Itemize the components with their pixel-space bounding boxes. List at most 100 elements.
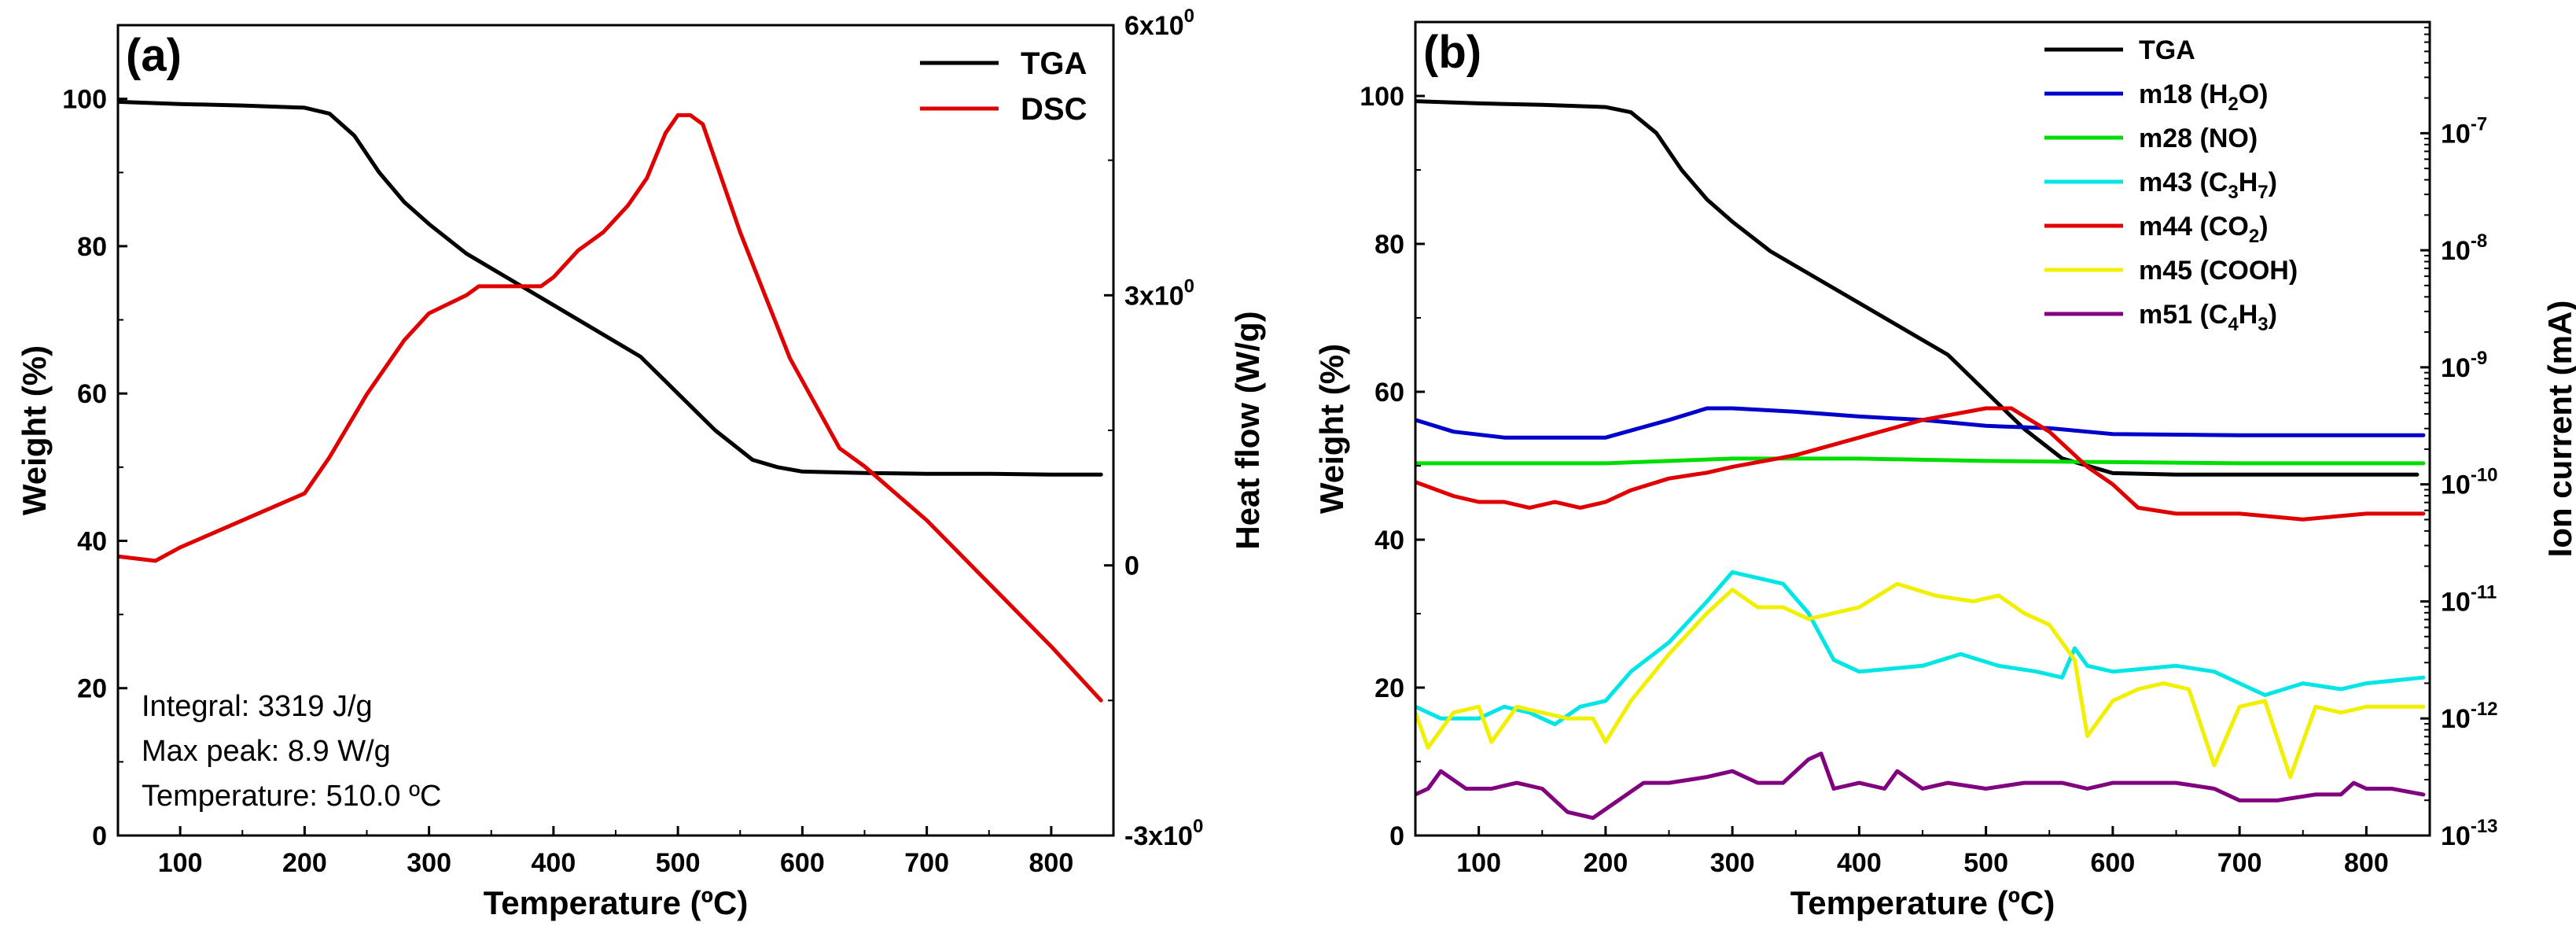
legend-label-1-4: m44 (CO2) xyxy=(2139,212,2269,247)
legend-label-0-1: DSC xyxy=(1021,92,1087,127)
legend-label-1-6-part-0: m51 (C xyxy=(2139,300,2228,330)
legend-label-1-3-part-3: 7 xyxy=(2258,182,2268,203)
x-tick-label-0-2: 300 xyxy=(407,848,451,878)
legend-label-1-3: m43 (C3H7) xyxy=(2139,168,2277,203)
y2-tick-label-0-0-base: -3x10 xyxy=(1124,821,1193,851)
x-tick-label-1-5: 600 xyxy=(2091,848,2136,878)
y-tick-label-1-4: 80 xyxy=(1374,230,1404,260)
x-tick-label-0-3: 400 xyxy=(532,848,576,878)
legend-label-1-1-part-0: m18 (H xyxy=(2139,79,2228,109)
y2-tick-label-1-2-exp: -11 xyxy=(2471,581,2497,603)
y2-tick-label-0-3: 6x100 xyxy=(1124,6,1194,41)
y-tick-label-0-5: 100 xyxy=(62,85,107,115)
legend-label-1-1-part-2: O) xyxy=(2239,79,2269,109)
y2-tick-label-0-2: 3x100 xyxy=(1124,275,1194,311)
series-line-1-0 xyxy=(1415,99,2420,477)
y2-tick-label-1-6-exp: -7 xyxy=(2471,113,2487,135)
x-tick-label-1-6: 700 xyxy=(2217,848,2262,878)
panel-b-tga-ms: 100 200 300 400 500 600 700 80002040608010010-1… xyxy=(1313,20,2576,921)
y2-tick-label-1-6: 10-7 xyxy=(2441,113,2487,149)
x-tick-label-1-1: 200 xyxy=(1584,848,1628,878)
y-tick-label-0-4: 80 xyxy=(77,232,107,262)
x-tick-label-1-7: 800 xyxy=(2344,848,2389,878)
x-axis-label-0: Temperature (ºC) xyxy=(484,884,749,921)
legend-label-1-6-part-2: H xyxy=(2239,300,2258,330)
legend-label-1-3-part-2: H xyxy=(2239,168,2258,197)
y2-tick-label-1-5: 10-8 xyxy=(2441,231,2487,266)
y-tick-label-1-0: 0 xyxy=(1389,821,1404,851)
y2-tick-label-0-0-exp: 0 xyxy=(1193,816,1203,837)
legend-label-1-5: m45 (COOH) xyxy=(2139,256,2298,286)
legend-label-1-2-part-0: m28 (NO) xyxy=(2139,124,2258,153)
y2-tick-label-0-2-base: 3x10 xyxy=(1124,281,1184,311)
annotation-text-1: Max peak: 8.9 W/g xyxy=(142,735,391,768)
y2-tick-label-0-1-base: 0 xyxy=(1124,551,1139,581)
x-axis-label-1: Temperature (ºC) xyxy=(1790,884,2055,921)
y-tick-label-1-1: 20 xyxy=(1374,673,1404,703)
x-tick-label-0-0: 100 xyxy=(158,848,203,878)
y2-tick-label-1-2: 10-11 xyxy=(2441,581,2497,617)
x-tick-label-0-5: 600 xyxy=(780,848,825,878)
y-tick-label-0-3: 60 xyxy=(77,379,107,409)
y2-tick-label-0-0: -3x100 xyxy=(1124,816,1203,851)
series-line-1-5 xyxy=(1415,581,2426,780)
panel-label-1: (b) xyxy=(1423,27,1481,78)
y-tick-label-1-5: 100 xyxy=(1360,82,1404,112)
series-line-1-6 xyxy=(1415,751,2426,821)
y-tick-label-1-3: 60 xyxy=(1374,378,1404,408)
legend-label-1-1: m18 (H2O) xyxy=(2139,79,2269,115)
y2-tick-label-1-5-base: 10 xyxy=(2441,236,2471,266)
legend-label-1-3-part-1: 3 xyxy=(2228,182,2238,203)
y2-tick-label-1-3-base: 10 xyxy=(2441,470,2471,500)
series-line-1-4 xyxy=(1415,406,2426,522)
y2-tick-label-1-4-exp: -9 xyxy=(2471,348,2487,369)
x-tick-label-0-6: 700 xyxy=(904,848,949,878)
legend-label-1-4-part-1: 2 xyxy=(2249,226,2259,247)
legend-label-1-1-part-1: 2 xyxy=(2228,94,2238,115)
y2-tick-label-1-4-base: 10 xyxy=(2441,353,2471,383)
legend-label-1-6-part-3: 3 xyxy=(2258,314,2268,335)
legend-label-1-3-part-0: m43 (C xyxy=(2139,168,2228,197)
x-tick-label-0-1: 200 xyxy=(282,848,327,878)
y2-tick-label-1-6-base: 10 xyxy=(2441,119,2471,149)
legend-label-1-5-part-0: m45 (COOH) xyxy=(2139,256,2298,286)
panel-a-tga-dsc: 100 200 300 400 500 600 700 800 0 20 40 60 80 100 -3x1… xyxy=(16,6,1266,921)
y-tick-label-0-2: 40 xyxy=(77,526,107,556)
legend-label-1-3-part-4: ) xyxy=(2269,168,2277,197)
y2-tick-label-0-3-base: 6x10 xyxy=(1124,11,1184,41)
annotation-text-2: Temperature: 510.0 ºC xyxy=(142,780,441,813)
y2-tick-label-1-2-base: 10 xyxy=(2441,587,2471,617)
legend-label-0-0: TGA xyxy=(1021,46,1087,81)
annotation-text-0: Integral: 3319 J/g xyxy=(142,690,373,723)
series-line-1-3 xyxy=(1415,570,2426,727)
panel-label-0: (a) xyxy=(126,30,182,81)
legend-label-1-2: m28 (NO) xyxy=(2139,124,2258,153)
legend-label-1-6-part-4: ) xyxy=(2269,300,2277,330)
y-axis-label-0: Weight (%) xyxy=(16,345,53,515)
series-line-0-1 xyxy=(118,113,1103,703)
y2-tick-label-1-4: 10-9 xyxy=(2441,348,2487,383)
y2-tick-label-1-0-base: 10 xyxy=(2441,821,2471,851)
legend-label-1-4-part-2: ) xyxy=(2259,212,2268,242)
y-axis-label-1: Weight (%) xyxy=(1313,344,1350,514)
y2-tick-label-1-1-exp: -12 xyxy=(2471,699,2498,720)
y2-axis-label-0: Heat flow (W/g) xyxy=(1229,311,1266,549)
y-tick-label-0-1: 20 xyxy=(77,674,107,704)
y-tick-label-0-0: 0 xyxy=(92,821,107,851)
y2-axis-label-1: Ion current (mA) xyxy=(2541,301,2576,558)
legend-label-1-0-part-0: TGA xyxy=(2139,35,2195,65)
x-tick-label-1-3: 400 xyxy=(1837,848,1882,878)
y2-tick-label-0-1: 0 xyxy=(1124,551,1139,581)
legend-label-1-0: TGA xyxy=(2139,35,2195,65)
y-tick-label-1-2: 40 xyxy=(1374,526,1404,555)
series-line-1-2 xyxy=(1415,456,2426,466)
x-tick-label-0-7: 800 xyxy=(1029,848,1074,878)
legend-label-1-6-part-1: 4 xyxy=(2228,314,2239,335)
y2-tick-label-1-5-exp: -8 xyxy=(2471,231,2487,252)
y2-tick-label-0-2-exp: 0 xyxy=(1184,275,1194,297)
series-line-0-0 xyxy=(118,99,1103,477)
x-tick-label-1-2: 300 xyxy=(1710,848,1755,878)
y2-tick-label-1-1-base: 10 xyxy=(2441,704,2471,734)
legend-label-1-6: m51 (C4H3) xyxy=(2139,300,2277,335)
